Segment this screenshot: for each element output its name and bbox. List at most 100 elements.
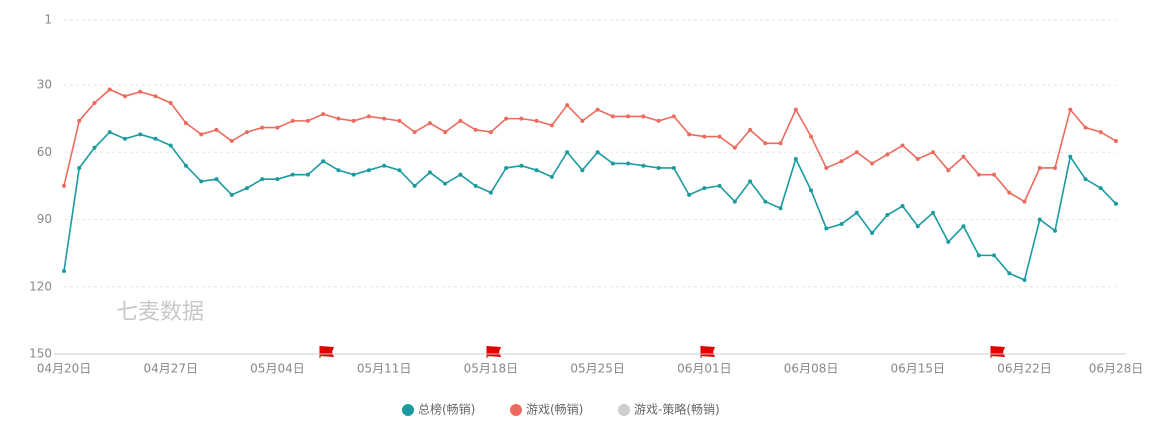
data-point (671, 165, 676, 170)
data-point (427, 170, 432, 175)
data-point (92, 100, 97, 105)
data-point (275, 177, 280, 182)
data-point (778, 206, 783, 211)
x-tick-label: 06月22日 (997, 362, 1052, 376)
data-point (290, 118, 295, 123)
data-point (763, 199, 768, 204)
data-point (1098, 186, 1103, 191)
y-tick-label: 1 (44, 13, 52, 27)
data-point (244, 186, 249, 191)
data-point (1083, 125, 1088, 130)
data-point (870, 161, 875, 166)
legend-swatch (510, 404, 522, 416)
data-point (687, 192, 692, 197)
data-point (153, 136, 158, 141)
data-point (656, 118, 661, 123)
data-point (915, 224, 920, 229)
data-point (565, 150, 570, 155)
x-tick-label: 04月27日 (143, 362, 198, 376)
data-point (336, 116, 341, 121)
data-point (687, 132, 692, 137)
data-point (1053, 165, 1058, 170)
data-point (260, 177, 265, 182)
data-point (595, 107, 600, 112)
data-point (244, 130, 249, 135)
data-point (138, 132, 143, 137)
data-point (732, 199, 737, 204)
data-point (366, 114, 371, 119)
data-point (397, 118, 402, 123)
data-point (77, 165, 82, 170)
data-point (382, 116, 387, 121)
data-point (260, 125, 265, 130)
x-tick-label: 04月20日 (37, 362, 92, 376)
legend-swatch (402, 404, 414, 416)
data-point (77, 118, 82, 123)
data-point (153, 94, 158, 99)
data-point (885, 213, 890, 218)
watermark: 七麦数据 (116, 300, 204, 325)
data-point (1007, 190, 1012, 195)
data-point (321, 159, 326, 164)
y-tick-label: 120 (29, 279, 52, 293)
data-point (62, 183, 66, 188)
data-point (732, 145, 737, 150)
data-point (504, 116, 509, 121)
data-point (458, 172, 463, 177)
x-tick-label: 05月18日 (464, 362, 519, 376)
data-point (839, 159, 844, 164)
data-point (519, 116, 524, 121)
data-point (473, 127, 478, 132)
data-point (946, 168, 951, 173)
data-point (900, 204, 905, 209)
data-point (336, 168, 341, 173)
data-point (793, 107, 798, 112)
data-point (122, 136, 127, 141)
x-tick-label: 06月28日 (1089, 362, 1144, 376)
data-point (748, 179, 753, 184)
data-point (626, 114, 631, 119)
data-point (214, 177, 219, 182)
data-point (382, 163, 387, 168)
data-point (549, 123, 554, 128)
data-point (565, 103, 570, 108)
data-point (595, 150, 600, 155)
data-point (1053, 228, 1058, 233)
legend-label: 总榜(畅销) (418, 402, 475, 417)
data-point (915, 156, 920, 161)
x-tick-label: 06月08日 (784, 362, 839, 376)
data-point (931, 210, 936, 215)
data-point (885, 152, 890, 157)
data-point (458, 118, 463, 123)
data-point (809, 188, 814, 193)
data-point (900, 143, 905, 148)
data-point (946, 239, 951, 244)
data-point (62, 269, 66, 274)
data-point (397, 168, 402, 173)
data-point (1022, 278, 1027, 283)
data-point (534, 168, 539, 173)
y-tick-label: 30 (37, 78, 52, 92)
data-point (275, 125, 280, 130)
data-point (519, 163, 524, 168)
data-point (168, 100, 173, 105)
data-point (1037, 217, 1042, 222)
data-point (412, 130, 417, 135)
data-point (427, 121, 432, 126)
data-point (443, 130, 448, 135)
y-tick-label: 90 (37, 212, 52, 226)
data-point (854, 210, 859, 215)
data-point (610, 161, 615, 166)
data-point (1098, 130, 1103, 135)
data-point (717, 134, 722, 139)
data-point (1083, 177, 1088, 182)
legend-label: 游戏-策略(畅销) (634, 402, 720, 417)
data-point (824, 226, 829, 231)
data-point (1114, 201, 1118, 206)
data-point (748, 127, 753, 132)
series-line (63, 131, 1117, 282)
data-point (122, 94, 127, 99)
data-point (992, 172, 997, 177)
data-point (1068, 154, 1073, 159)
data-point (214, 127, 219, 132)
